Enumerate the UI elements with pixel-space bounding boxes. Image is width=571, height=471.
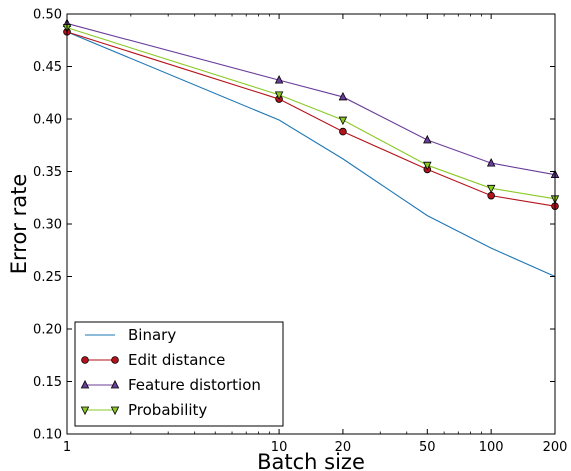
- x-tick-label: 100: [479, 440, 504, 455]
- series-line-binary: [66, 31, 556, 278]
- x-tick-label: 200: [543, 440, 568, 455]
- data-point-probability: [274, 91, 284, 100]
- legend-label: Edit distance: [128, 351, 225, 369]
- legend-marker: [110, 379, 120, 389]
- data-point-feature-distortion: [274, 75, 284, 84]
- legend-marker: [110, 406, 120, 416]
- legend-marker: [81, 356, 89, 364]
- legend-marker: [80, 406, 90, 416]
- data-point-feature-distortion: [486, 158, 496, 167]
- legend-box: [74, 321, 284, 427]
- y-tick-label: 0.40: [33, 113, 62, 128]
- x-tick-label: 50: [419, 440, 436, 455]
- y-tick-label: 0.25: [33, 270, 62, 285]
- data-point-probability: [338, 116, 348, 126]
- legend-marker: [111, 356, 119, 364]
- y-tick-label: 0.15: [33, 375, 62, 390]
- legend-label: Feature distortion: [128, 376, 261, 394]
- series-line-edit-distance: [66, 31, 556, 207]
- legend-label: Binary: [128, 326, 176, 344]
- y-axis-label: Error rate: [7, 174, 31, 275]
- y-tick-label: 0.30: [33, 218, 62, 233]
- plot-area: [66, 22, 556, 278]
- data-point-feature-distortion: [338, 91, 348, 101]
- data-point-edit-distance: [339, 127, 347, 136]
- x-axis-label: Batch size: [257, 450, 365, 471]
- y-tick-label: 0.50: [33, 8, 62, 23]
- legend-label: Probability: [128, 401, 207, 419]
- data-markers: [62, 18, 560, 210]
- data-point-probability: [486, 184, 496, 194]
- x-tick-label: 1: [63, 440, 71, 455]
- x-tick-label: 20: [335, 440, 352, 455]
- y-tick-label: 0.35: [33, 165, 62, 180]
- x-tick-label: 10: [271, 440, 288, 455]
- y-tick-label: 0.10: [33, 428, 62, 443]
- data-point-feature-distortion: [423, 134, 432, 144]
- legend-marker: [80, 379, 90, 389]
- legend: Binary Edit distance Feature distortion Pro…: [74, 321, 284, 427]
- axes: 0.10 0.15 0.20 0.25 0.30 0.35 0.40 0.45 0.50 1 10 2…: [33, 8, 567, 456]
- data-point-probability: [423, 161, 432, 171]
- y-tick-label: 0.45: [33, 60, 62, 75]
- y-tick-label: 0.20: [33, 323, 62, 338]
- series-line-feature-distortion: [66, 22, 556, 176]
- series-line-probability: [66, 27, 556, 200]
